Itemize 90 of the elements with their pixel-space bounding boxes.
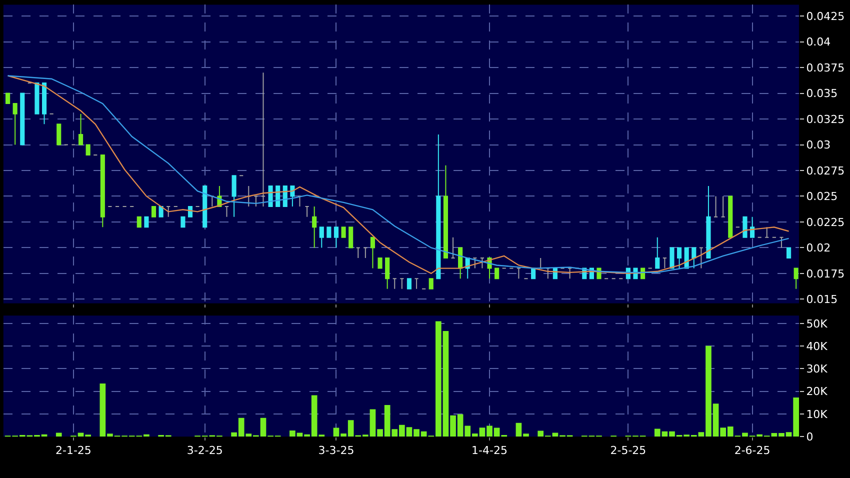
candlestick [714,196,718,218]
y-tick-label: 0 [806,430,814,444]
x-tick-label: 1-4-25 [472,444,508,457]
y-tick-label: 0.0325 [806,112,845,126]
y-tick-label: 0.025 [806,190,838,204]
candlestick [794,268,798,290]
candlestick [406,278,412,290]
x-tick-label: 2-1-25 [56,444,92,457]
candlestick [224,206,230,218]
candlestick [655,236,660,269]
y-tick-label: 40K [806,340,828,353]
candlestick [677,247,682,269]
y-tick-label: 0.0425 [806,10,845,23]
candlestick [670,247,674,269]
candlestick [254,196,258,208]
candlestick [312,206,317,248]
candlestick [428,278,434,290]
candlestick [692,247,696,269]
candlestick [385,258,390,290]
candlestick [450,236,456,259]
y-tick-label: 0.03 [806,138,831,152]
candlestick [297,196,302,208]
candlestick [202,185,208,228]
candlestick [750,216,755,238]
candlestick [78,113,84,146]
x-tick-label: 2-5-25 [610,444,646,457]
candlestick [348,226,354,248]
candlestick [764,226,770,238]
candlestick [742,216,748,238]
y-tick-label: 0.0175 [806,267,845,280]
candlestick [260,72,266,208]
candlestick [151,206,156,218]
candlestick [304,206,310,218]
candlestick [400,278,404,290]
candlestick [698,247,704,269]
candlestick [392,278,397,290]
y-tick-label: 0.04 [806,36,831,49]
candlestick [290,185,295,208]
candlestick [728,196,733,238]
x-tick-label: 3-2-25 [186,444,223,457]
candlestick [326,226,332,238]
candlestick [720,196,726,218]
candlestick [436,134,441,280]
candlestick [232,175,236,218]
y-tick-label: 30K [806,362,828,376]
candlestick [516,268,521,280]
candlestick [334,226,339,248]
candlestick [786,247,792,259]
candlestick [20,92,25,146]
y-tick-label: 0.0275 [806,164,845,178]
candlestick [158,206,164,218]
y-tick-label: 50K [806,317,828,330]
candlestick [480,258,485,269]
candlestick [100,154,105,228]
candlestick [144,216,149,228]
candlestick [341,226,346,238]
y-tick-label: 20K [806,385,828,398]
candlestick [494,268,500,280]
candlestick [34,82,40,114]
x-tick-label: 2-6-25 [734,444,770,457]
x-tick-label: 3-3-25 [318,444,354,457]
candlestick [414,278,419,290]
candlestick [546,268,550,280]
candlestick [356,247,360,259]
y-tick-label: 0.0375 [806,61,845,74]
candlestick [443,164,448,259]
y-tick-label: 0.015 [806,293,838,306]
candlestick [378,258,382,269]
candlestick [370,236,376,269]
candlestick [5,92,10,104]
candlestick [86,144,90,156]
y-tick-label: 10K [806,408,828,421]
candlestick [662,258,667,269]
bar [56,432,62,437]
candlestick [363,247,368,259]
candlestick [166,206,171,218]
candlestick [136,216,142,228]
candlestick [568,268,572,280]
candlestick [319,226,324,248]
y-tick-label: 0.0225 [806,216,845,229]
candlestick [779,236,784,248]
candlestick [56,124,62,146]
candlestick [458,247,463,280]
candlestick [12,103,18,146]
candlestick [180,216,186,228]
candlestick [706,185,711,259]
candlestick [472,258,478,269]
y-tick-label: 0.035 [806,87,838,100]
y-tick-label: 0.02 [806,242,831,255]
candlestick [42,82,47,125]
